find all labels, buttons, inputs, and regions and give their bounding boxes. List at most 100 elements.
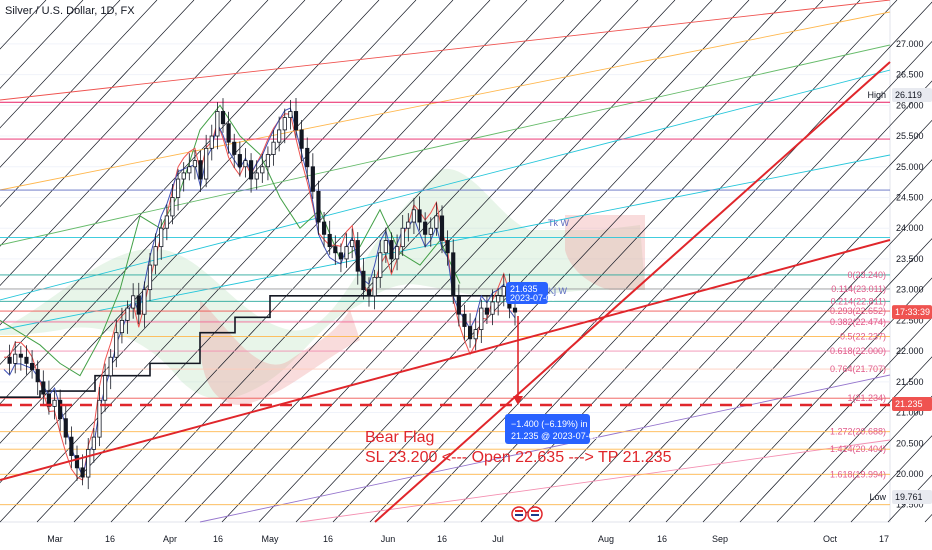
candle-body — [164, 215, 169, 229]
candle-body — [366, 289, 372, 297]
low-value: 19.761 — [895, 492, 923, 502]
y-tick-label: 24.000 — [896, 223, 924, 233]
candle-body — [445, 240, 450, 254]
candle-body — [46, 393, 52, 407]
y-tick-label: 22.000 — [896, 346, 924, 356]
tp-value: 21.235 — [895, 399, 923, 409]
candle-body — [467, 326, 473, 340]
candle-body — [125, 307, 130, 321]
candle-body — [170, 197, 175, 217]
candle-body — [321, 221, 327, 235]
candle-body — [254, 172, 259, 180]
measure-date: 21.235 @ 2023-07-06 — [511, 431, 599, 441]
y-tick-label: 21.500 — [896, 377, 924, 387]
candle-body — [260, 166, 265, 174]
gann-line — [813, 395, 932, 523]
fib-label: 1.272(20.688) — [830, 427, 886, 437]
candle-body — [35, 369, 40, 383]
gann-line — [221, 0, 713, 523]
event-icon — [531, 510, 539, 512]
gann-line — [0, 0, 84, 89]
fib-label: 0.764(21.707) — [830, 364, 886, 374]
price-box-date: 2023-07-07 — [510, 293, 556, 303]
y-tick-label: 21.000 — [896, 408, 924, 418]
candle-body — [86, 449, 91, 478]
candle-body — [383, 240, 388, 254]
arrow-head — [513, 396, 523, 405]
trend-lines — [0, 61, 891, 523]
fib-label: 1.414(20.404) — [830, 444, 886, 454]
candle-body — [338, 252, 344, 260]
candle-body — [372, 276, 377, 297]
gann-line — [0, 0, 158, 168]
candle-body — [355, 240, 360, 272]
kj-label: Kj W — [548, 286, 568, 296]
gann-line — [665, 238, 932, 523]
candle-body — [63, 418, 68, 438]
candle-body — [198, 160, 203, 180]
candle-body — [428, 227, 433, 235]
y-tick-label: 27.000 — [896, 39, 924, 49]
angle-line — [0, 69, 891, 301]
angle-line — [0, 0, 891, 101]
gann-line — [0, 0, 380, 405]
candle-body — [333, 246, 338, 254]
x-tick-label: 16 — [657, 534, 667, 544]
candle-body — [58, 399, 63, 420]
tk-label: Tk W — [548, 218, 569, 228]
candle-body — [237, 154, 242, 168]
candle-body — [108, 356, 113, 377]
candle-body — [131, 295, 136, 309]
annotations: Bear Flag SL 23.200 <--- Open 22.635 --->… — [365, 218, 672, 522]
gann-line — [0, 0, 454, 484]
candle-body — [394, 246, 400, 260]
y-tick-label: 25.500 — [896, 131, 924, 141]
candle-body — [400, 227, 405, 248]
candle-body — [417, 209, 422, 223]
event-icon — [531, 514, 539, 516]
gann-line — [73, 0, 565, 523]
candle-body — [484, 307, 490, 315]
candle-body — [52, 399, 57, 407]
y-tick-label: 23.000 — [896, 285, 924, 295]
candle-body — [512, 307, 518, 313]
time-axis: Mar 16 Apr 16 May 16 Jun 16 Jul Aug 16 Sep Oct 17 — [47, 534, 889, 544]
fib-labels: 0(23.240) 0.114(23.011) 0.214(22.811)0.293… — [830, 270, 886, 479]
gann-line — [517, 80, 932, 523]
candle-body — [226, 123, 231, 143]
candle-body — [97, 399, 102, 438]
price-box — [506, 282, 548, 304]
candle-body — [277, 129, 282, 143]
x-tick-label: 16 — [105, 534, 115, 544]
fib-label: 0.618(22.000) — [830, 346, 886, 356]
candle-body — [102, 375, 108, 401]
fib-label: 0.293(22.652) — [830, 306, 886, 316]
x-tick-label: Aug — [598, 534, 614, 544]
candle-body — [406, 221, 411, 229]
gann-line — [0, 0, 343, 365]
candle-body — [114, 332, 119, 358]
event-icon — [515, 514, 523, 516]
gann-line — [406, 0, 898, 523]
candle-body — [423, 221, 428, 235]
x-tick-label: Jul — [492, 534, 504, 544]
gann-line — [184, 0, 676, 523]
candle-body — [220, 111, 226, 125]
candle-body — [310, 166, 315, 192]
price-box-value: 21.635 — [510, 284, 538, 294]
candle-body — [175, 178, 181, 198]
tenkan-line — [3, 113, 516, 481]
fib-label: 0.214(22.811) — [831, 296, 886, 306]
measure-box — [505, 414, 590, 444]
countdown-label: 17:33:39 — [895, 307, 930, 317]
measure-change: −1.400 (−6.19%) in — [511, 419, 588, 429]
price-tag — [892, 305, 932, 320]
cloud-red — [200, 300, 360, 405]
candle-body — [29, 362, 35, 370]
low-label: Low — [869, 492, 886, 502]
y-tick-label: 24.500 — [896, 192, 924, 202]
y-tick-label: 25.000 — [896, 162, 924, 172]
x-tick-label: Jun — [381, 534, 396, 544]
fib-label: 0(23.240) — [847, 270, 886, 280]
